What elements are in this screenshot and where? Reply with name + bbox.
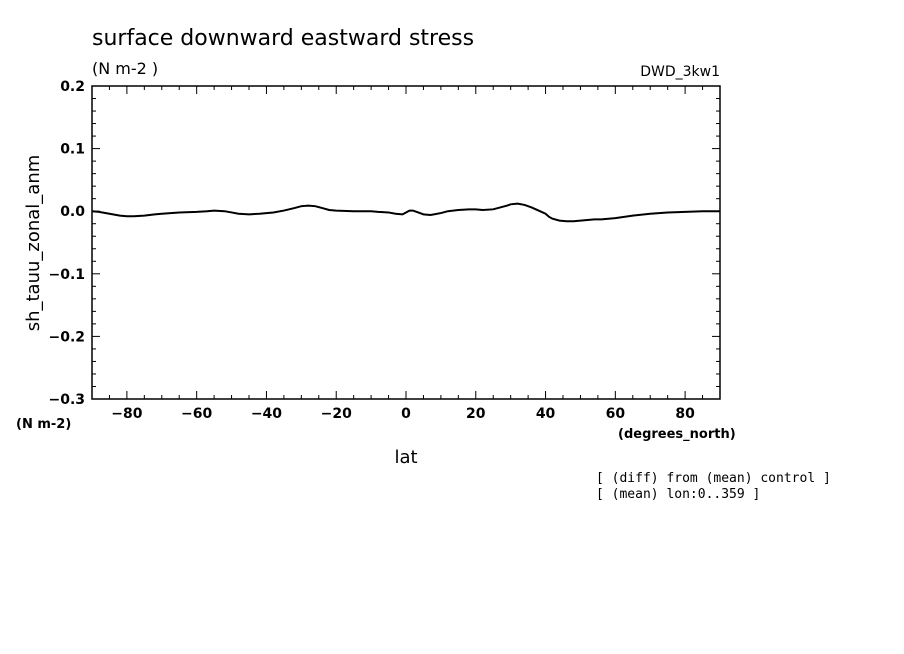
y-axis-label: sh_tauu_zonal_anm: [23, 155, 44, 332]
x-tick-label: 60: [606, 406, 626, 422]
y-tick-label-group: −0.3 −0.2 −0.1 0.0 0.1 0.2: [48, 79, 85, 408]
x-axis-label: lat: [394, 447, 417, 468]
y-tick-label: −0.1: [48, 267, 85, 283]
plot-frame: [91, 85, 721, 400]
chart-title: surface downward eastward stress: [92, 26, 474, 51]
y-tick-label: −0.3: [48, 392, 85, 408]
x-tick-label: −60: [181, 406, 212, 422]
note-diff: [ (diff) from (mean) control ]: [596, 471, 831, 486]
chart-units: (N m-2 ): [92, 59, 158, 78]
y-tick-label: 0.0: [60, 204, 85, 220]
x-tick-group: [91, 86, 721, 399]
x-tick-label: 0: [401, 406, 411, 422]
x-tick-label: 80: [675, 406, 695, 422]
y-tick-group: [92, 85, 720, 400]
x-tick-label: −20: [321, 406, 352, 422]
x-tick-label: −40: [251, 406, 282, 422]
y-units-label: (N m-2): [16, 417, 71, 432]
y-tick-label: 0.2: [60, 79, 85, 95]
x-tick-label: 20: [466, 406, 486, 422]
series-line: [91, 202, 720, 223]
x-tick-label: −80: [111, 406, 142, 422]
x-units-label: (degrees_north): [618, 427, 736, 442]
y-tick-label: 0.1: [60, 142, 85, 158]
x-tick-label-group: −80 −60 −40 −20 0 20 40 60 80: [111, 406, 695, 422]
x-tick-label: 40: [536, 406, 556, 422]
note-mean: [ (mean) lon:0..359 ]: [596, 487, 760, 502]
experiment-label: DWD_3kw1: [640, 64, 720, 80]
y-tick-label: −0.2: [48, 329, 85, 345]
